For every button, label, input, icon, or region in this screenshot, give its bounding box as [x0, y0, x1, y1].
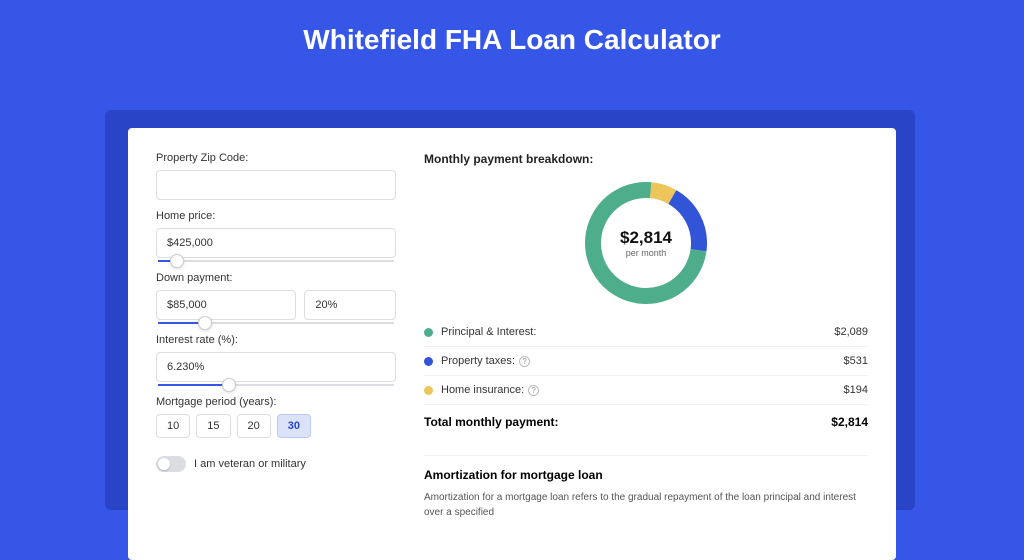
- donut-chart-wrap: $2,814 per month: [424, 176, 868, 318]
- breakdown-label: Property taxes:?: [441, 355, 844, 367]
- calculator-card: Property Zip Code: Home price: Down paym…: [128, 128, 896, 560]
- info-icon[interactable]: ?: [528, 385, 539, 396]
- donut-chart: $2,814 per month: [585, 182, 707, 304]
- amortization-title: Amortization for mortgage loan: [424, 455, 868, 482]
- breakdown-value: $194: [844, 384, 868, 396]
- legend-dot: [424, 357, 433, 366]
- breakdown-label: Home insurance:?: [441, 384, 844, 396]
- interest-rate-slider[interactable]: [158, 384, 394, 386]
- info-icon[interactable]: ?: [519, 356, 530, 367]
- home-price-slider[interactable]: [158, 260, 394, 262]
- veteran-toggle-label: I am veteran or military: [194, 458, 306, 470]
- mortgage-period-label: Mortgage period (years):: [156, 396, 396, 408]
- inputs-panel: Property Zip Code: Home price: Down paym…: [156, 152, 396, 520]
- interest-rate-input[interactable]: [156, 352, 396, 382]
- down-payment-slider-thumb[interactable]: [198, 316, 212, 330]
- breakdown-value: $531: [844, 355, 868, 367]
- period-button-30[interactable]: 30: [277, 414, 311, 438]
- breakdown-row: Principal & Interest:$2,089: [424, 318, 868, 346]
- total-value: $2,814: [831, 415, 868, 429]
- home-price-slider-thumb[interactable]: [170, 254, 184, 268]
- interest-rate-label: Interest rate (%):: [156, 334, 396, 346]
- amortization-body: Amortization for a mortgage loan refers …: [424, 490, 868, 520]
- down-payment-amount-input[interactable]: [156, 290, 296, 320]
- home-price-input[interactable]: [156, 228, 396, 258]
- donut-sub: per month: [626, 248, 667, 258]
- breakdown-label: Principal & Interest:: [441, 326, 834, 338]
- home-price-label: Home price:: [156, 210, 396, 222]
- period-button-15[interactable]: 15: [196, 414, 230, 438]
- donut-amount: $2,814: [620, 228, 672, 248]
- veteran-toggle[interactable]: [156, 456, 186, 472]
- breakdown-row: Home insurance:?$194: [424, 375, 868, 404]
- period-button-10[interactable]: 10: [156, 414, 190, 438]
- down-payment-label: Down payment:: [156, 272, 396, 284]
- zip-label: Property Zip Code:: [156, 152, 396, 164]
- down-payment-slider[interactable]: [158, 322, 394, 324]
- period-button-20[interactable]: 20: [237, 414, 271, 438]
- breakdown-title: Monthly payment breakdown:: [424, 152, 868, 166]
- interest-rate-slider-fill: [158, 384, 229, 386]
- down-payment-percent-input[interactable]: [304, 290, 396, 320]
- legend-dot: [424, 328, 433, 337]
- total-label: Total monthly payment:: [424, 415, 558, 429]
- breakdown-row: Property taxes:?$531: [424, 346, 868, 375]
- page-title: Whitefield FHA Loan Calculator: [0, 0, 1024, 74]
- zip-input[interactable]: [156, 170, 396, 200]
- donut-center: $2,814 per month: [585, 182, 707, 304]
- legend-dot: [424, 386, 433, 395]
- mortgage-period-options: 1015 2030: [156, 414, 396, 438]
- breakdown-value: $2,089: [834, 326, 868, 338]
- total-row: Total monthly payment: $2,814: [424, 404, 868, 441]
- interest-rate-slider-thumb[interactable]: [222, 378, 236, 392]
- breakdown-panel: Monthly payment breakdown: $2,814 per mo…: [424, 152, 868, 520]
